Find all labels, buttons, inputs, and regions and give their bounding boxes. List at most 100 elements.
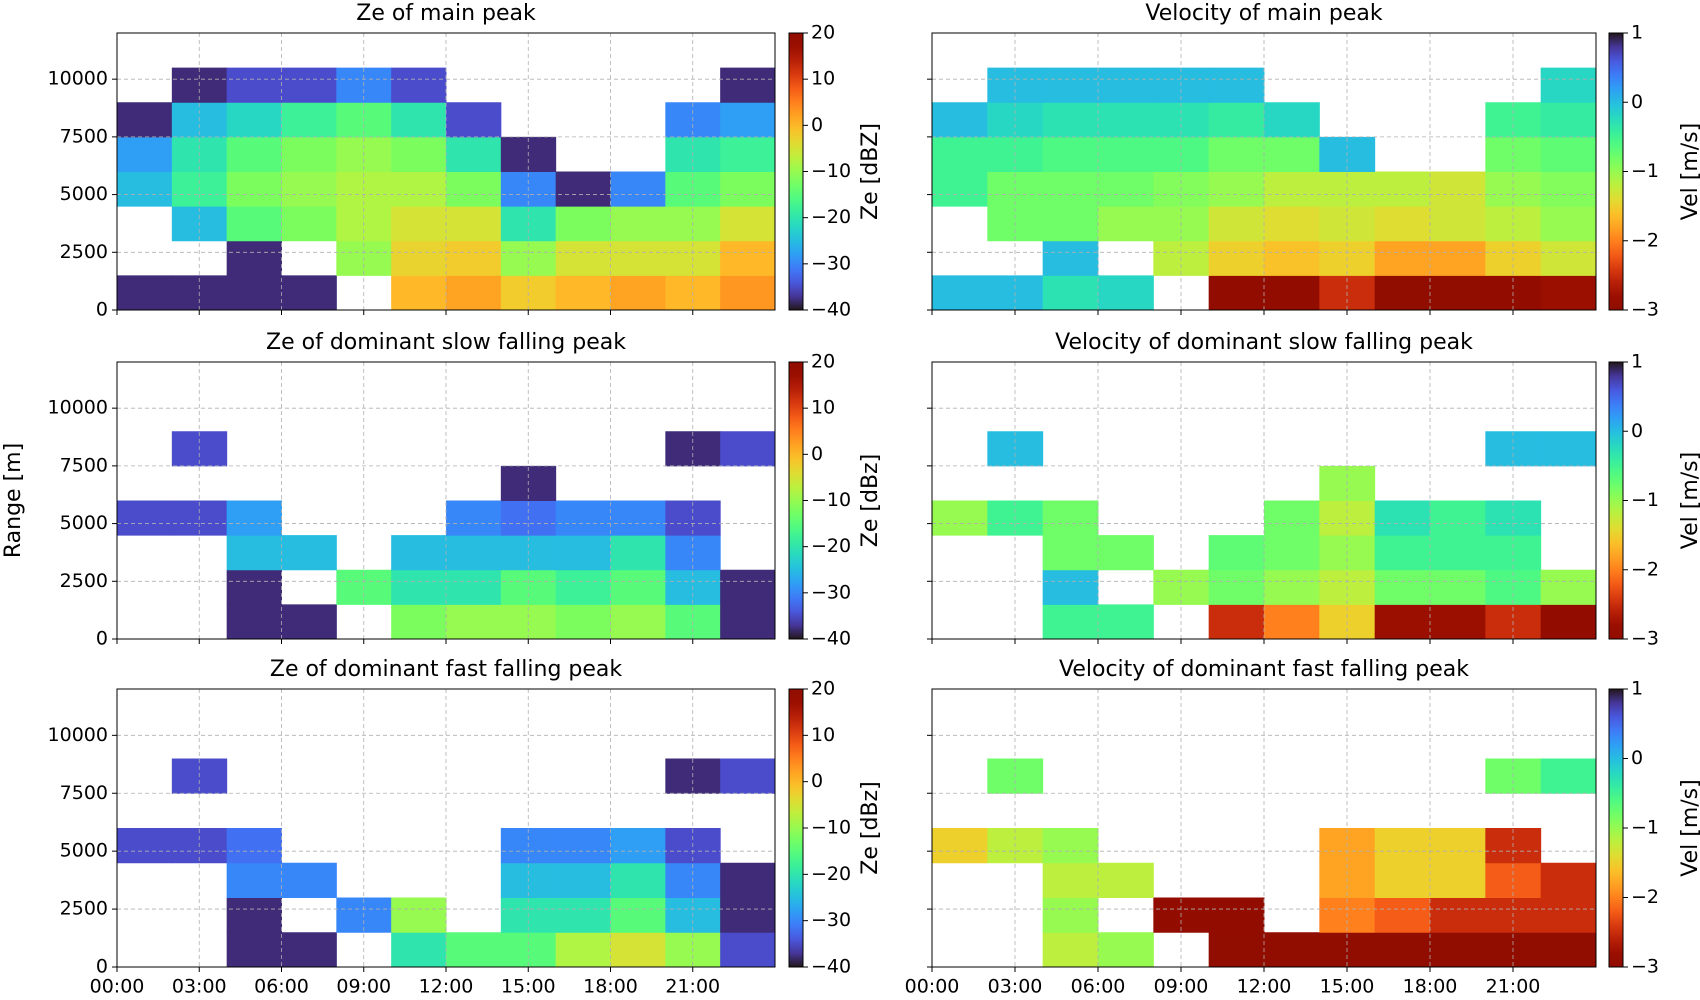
y-tick-label: 0: [96, 628, 108, 650]
heatmap-cell: [1042, 932, 1099, 968]
y-tick-label: 7500: [60, 125, 108, 147]
y-tick-label: 7500: [60, 782, 108, 804]
heatmap-cell: [391, 67, 447, 103]
heatmap-cell: [226, 604, 282, 640]
heatmap-cell: [720, 240, 776, 276]
heatmap-cell: [1042, 604, 1099, 640]
heatmap-cell: [226, 67, 282, 103]
heatmap-cell: [555, 535, 611, 571]
heatmap-cell: [281, 932, 337, 968]
colorbar-tick-label: −30: [811, 252, 851, 274]
heatmap-cell: [555, 828, 611, 864]
heatmap-cell: [391, 275, 447, 311]
colorbar-tick-label: −40: [811, 956, 851, 978]
heatmap-cell: [1098, 206, 1154, 242]
heatmap-cell: [720, 206, 776, 242]
colorbar-label: Vel [m/s]: [1678, 452, 1700, 549]
heatmap-cell: [610, 828, 666, 864]
heatmap-cell: [555, 240, 611, 276]
heatmap-cell: [555, 604, 611, 640]
heatmap-cell: [1430, 897, 1486, 933]
heatmap-cell: [1430, 862, 1486, 898]
heatmap-cell: [1208, 275, 1265, 311]
heatmap-cell: [1540, 862, 1597, 898]
heatmap-cell: [1540, 569, 1597, 605]
heatmap-cell: [1042, 569, 1099, 605]
heatmap-cell: [391, 171, 447, 207]
heatmap-cell: [117, 102, 173, 138]
heatmap-cell: [555, 569, 611, 605]
heatmap-cell: [720, 932, 776, 968]
heatmap-cell: [1374, 569, 1431, 605]
heatmap-cell: [446, 136, 502, 172]
heatmap-cell: [391, 136, 447, 172]
heatmap-cell: [1042, 500, 1099, 536]
colorbar-label: Vel [m/s]: [1678, 779, 1700, 876]
heatmap-cell: [1264, 500, 1320, 536]
colorbar-tick-label: −10: [811, 817, 851, 839]
panel-title: Ze of dominant slow falling peak: [266, 330, 626, 355]
colorbar-tick-label: 0: [811, 114, 823, 136]
heatmap-cell: [1208, 171, 1265, 207]
x-tick-label: 00:00: [905, 976, 960, 998]
heatmap-cell: [1430, 569, 1486, 605]
heatmap-cell: [1098, 67, 1154, 103]
heatmap-cell: [1540, 240, 1597, 276]
heatmap-cell: [117, 171, 173, 207]
colorbar: [788, 688, 804, 968]
heatmap-cell: [1540, 897, 1597, 933]
colorbar-tick-label: 20: [811, 22, 835, 44]
colorbar-tick-label: −1: [1631, 160, 1659, 182]
heatmap-cell: [610, 275, 666, 311]
heatmap-cell: [610, 171, 666, 207]
heatmap-cell: [1374, 171, 1431, 207]
heatmap-cell: [610, 897, 666, 933]
heatmap-cell: [610, 932, 666, 968]
heatmap-cell: [1042, 102, 1099, 138]
heatmap-cell: [1540, 275, 1597, 311]
y-tick-label: 10000: [48, 68, 108, 90]
heatmap-cell: [1430, 206, 1486, 242]
heatmap-cell: [1098, 171, 1154, 207]
heatmap-cell: [1208, 569, 1265, 605]
y-tick-label: 2500: [60, 241, 108, 263]
heatmap-cell: [1208, 136, 1265, 172]
colorbar-label: Ze [dBz]: [858, 454, 883, 547]
heatmap-cell: [117, 275, 173, 311]
panel: Ze of main peak 0 2500 5000 7500 10000 −40 −30 −…: [48, 1, 883, 321]
heatmap-cell: [720, 758, 776, 794]
heatmap-cell: [226, 102, 282, 138]
heatmap-cell: [226, 206, 282, 242]
heatmap-cell: [281, 604, 337, 640]
colorbar-tick-label: −10: [811, 489, 851, 511]
heatmap-cell: [1374, 862, 1431, 898]
colorbar-tick-label: 1: [1631, 351, 1643, 373]
heatmap-cell: [1430, 535, 1486, 571]
heatmap-cell: [117, 500, 173, 536]
heatmap-cell: [226, 569, 282, 605]
heatmap-cell: [391, 932, 447, 968]
heatmap-cell: [720, 67, 776, 103]
heatmap-cell: [1264, 535, 1320, 571]
heatmap-cell: [1208, 535, 1265, 571]
heatmap-cell: [1540, 67, 1597, 103]
axes-frame: [116, 32, 776, 311]
y-tick-label: 5000: [60, 512, 108, 534]
heatmap-cell: [226, 535, 282, 571]
axes-frame: [931, 32, 1597, 311]
y-tick-label: 0: [96, 956, 108, 978]
heatmap-cell: [281, 136, 337, 172]
heatmap-cell: [610, 862, 666, 898]
heatmap-cell: [932, 828, 988, 864]
heatmap-cell: [555, 897, 611, 933]
heatmap-cell: [1540, 102, 1597, 138]
colorbar: [788, 361, 804, 640]
heatmap-cell: [610, 500, 666, 536]
colorbar-tick-label: 1: [1631, 678, 1643, 700]
heatmap-cell: [391, 240, 447, 276]
heatmap-cell: [226, 862, 282, 898]
heatmap-cell: [391, 604, 447, 640]
panel: Ze of dominant fast falling peak 00:00 03:…: [48, 657, 883, 998]
axes-frame: [931, 361, 1597, 640]
colorbar-tick-label: −2: [1631, 886, 1659, 908]
